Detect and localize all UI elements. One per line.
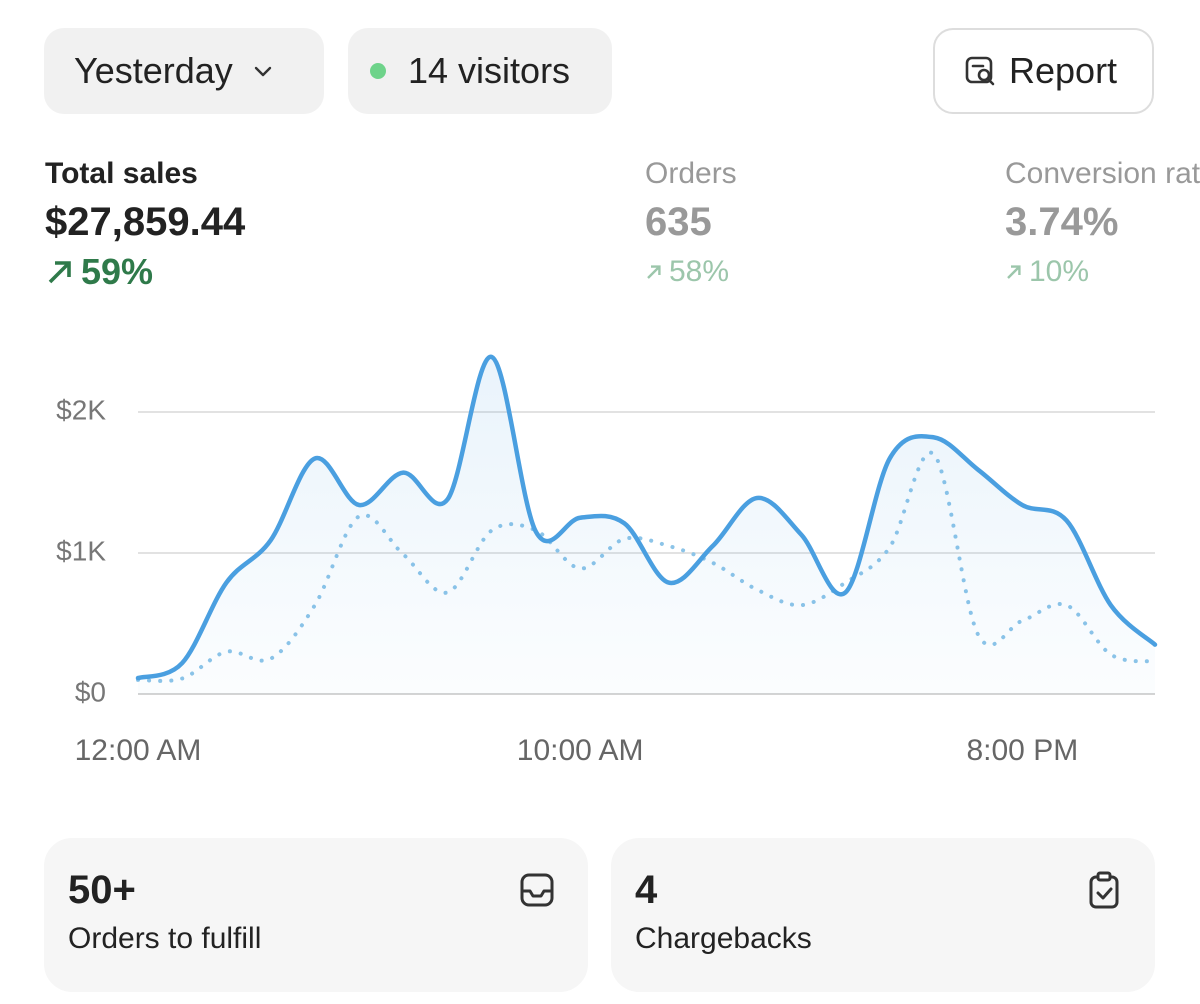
report-icon [965, 56, 995, 86]
y-tick-label: $1K [56, 535, 106, 566]
fulfill-card[interactable]: 50+ Orders to fulfill [44, 838, 588, 992]
metric-label: Total sales [45, 157, 198, 190]
metric-value: 3.74% [1005, 200, 1119, 244]
metric-value: $27,859.44 [45, 200, 246, 244]
up-arrow [1007, 265, 1021, 279]
card-label: Chargebacks [635, 922, 812, 955]
chevron-icon [254, 66, 271, 77]
metric-label: Orders [645, 157, 737, 190]
metric-total-sales[interactable]: Total sales $27,859.44 59% [45, 152, 245, 296]
x-tick-label: 10:00 AM [517, 734, 644, 767]
metric-value: 635 [645, 200, 712, 244]
chargebacks-card[interactable]: 4 Chargebacks [611, 838, 1155, 992]
period-dropdown[interactable]: Yesterday [44, 28, 324, 114]
report-button[interactable]: Report [933, 28, 1154, 114]
change-text: 59% [81, 251, 154, 292]
visitors-label: 14 visitors [408, 50, 571, 91]
sales-chart: $0 $1K $2K 12:00 AM 10:00 AM 8:00 PM [56, 354, 1158, 767]
up-arrow [48, 261, 71, 284]
y-tick-label: $2K [56, 394, 106, 425]
metric-label: Conversion rate [1005, 157, 1200, 190]
y-tick-label: $0 [75, 676, 106, 707]
change-text: 10% [1029, 255, 1090, 288]
x-tick-label: 12:00 AM [75, 734, 202, 767]
metric-change: 59% [45, 248, 245, 296]
metric-conversion[interactable]: Conversion rate 3.74% 10% [1005, 152, 1200, 296]
visitors-pill[interactable]: 14 visitors [348, 28, 612, 114]
metric-orders[interactable]: Orders 635 58% [645, 152, 737, 296]
change-text: 58% [669, 255, 730, 288]
sales-line [135, 354, 1158, 681]
live-dot [370, 63, 386, 79]
area [138, 356, 1155, 694]
metric-change: 10% [1005, 248, 1200, 296]
metric-change: 58% [645, 248, 737, 296]
inbox-icon [520, 873, 554, 907]
period-label: Yesterday [74, 50, 233, 91]
clipboard-icon [1089, 871, 1119, 909]
card-label: Orders to fulfill [68, 922, 262, 955]
report-label: Report [1009, 50, 1118, 91]
card-value: 50+ [68, 868, 136, 912]
card-value: 4 [635, 868, 658, 912]
x-tick-label: 8:00 PM [966, 734, 1078, 767]
up-arrow [647, 265, 661, 279]
